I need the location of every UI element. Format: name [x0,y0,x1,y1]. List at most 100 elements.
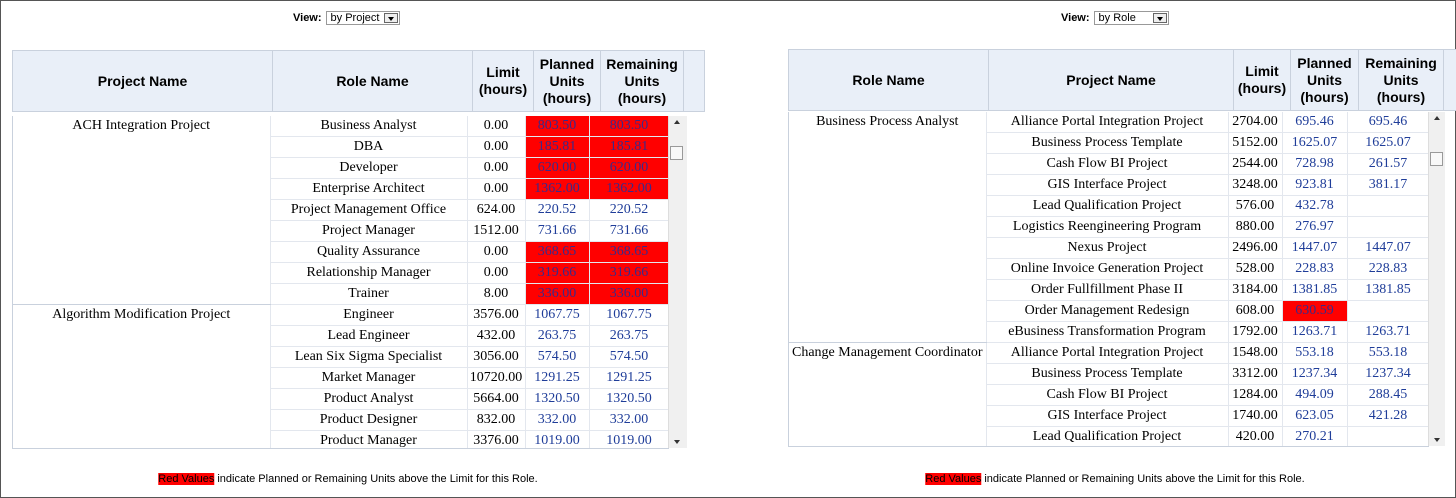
view-option[interactable]: by Role [1098,12,1136,24]
column-header[interactable]: Planned Units (hours) [533,50,601,112]
column-header[interactable]: Limit (hours) [1233,49,1291,111]
planned-units: 220.52 [525,199,590,221]
remaining-units: 319.66 [589,262,669,284]
row-name: Product Manager [270,430,468,448]
data-row: Product Manager 3376.00 1019.00 1019.00 [13,430,669,448]
data-row: Product Analyst 5664.00 1320.50 1320.50 [13,388,669,410]
limit: 420.00 [1228,426,1283,446]
remaining-units: 1291.25 [589,367,669,389]
legend-note: Red Values indicate Planned or Remaining … [158,473,538,485]
data-row: Business Process Analyst Alliance Portal … [789,112,1429,343]
remaining-units: 574.50 [589,346,669,368]
header-row: Project Name Role Name Limit (hours) Planne… [12,50,705,112]
data-row: ACH Integration Project Business Analyst 0… [13,116,669,305]
data-row: Quality Assurance 0.00 368.65 368.65 [13,241,669,263]
data-row: Cash Flow BI Project 2544.00 728.98 261.57 [789,153,1429,175]
planned-units: 803.50 [525,116,590,137]
remaining-units: 1019.00 [589,430,669,448]
limit: 10720.00 [467,367,526,389]
column-header[interactable]: Remaining Units (hours) [1358,49,1444,111]
view-option[interactable]: by Project [330,12,380,24]
planned-units: 1237.34 [1282,363,1348,385]
row-name: eBusiness Transformation Program [986,321,1229,343]
scroll-up[interactable] [1434,113,1440,120]
data-row: Developer 0.00 620.00 620.00 [13,157,669,179]
remaining-units: 368.65 [589,241,669,263]
limit: 1284.00 [1228,384,1283,406]
data-row: Project Manager 1512.00 731.66 731.66 [13,220,669,242]
limit: 0.00 [467,241,526,263]
legend-note: Red Values indicate Planned or Remaining … [925,473,1305,485]
row-name: Logistics Reengineering Program [986,216,1229,238]
remaining-units: 553.18 [1347,342,1429,364]
row-name: Business Analyst [270,116,468,137]
group-name: Change Management Coordinator [789,342,987,446]
limit: 8.00 [467,283,526,305]
planned-units: 494.09 [1282,384,1348,406]
row-name: Cash Flow BI Project [986,384,1229,406]
column-header[interactable]: Role Name [788,49,989,111]
limit: 1740.00 [1228,405,1283,427]
data-row: Product Designer 832.00 332.00 332.00 [13,409,669,431]
view-selector: View: by Role [1061,11,1169,25]
planned-units: 332.00 [525,409,590,431]
limit: 2704.00 [1228,112,1283,133]
remaining-units: 288.45 [1347,384,1429,406]
remaining-units: 228.83 [1347,258,1429,280]
data-row: DBA 0.00 185.81 185.81 [13,136,669,158]
data-row: Market Manager 10720.00 1291.25 1291.25 [13,367,669,389]
row-name: Alliance Portal Integration Project [986,112,1229,133]
limit: 3312.00 [1228,363,1283,385]
data-row: Order Fullfillment Phase II 3184.00 1381.8… [789,279,1429,301]
scrollbar[interactable] [1428,112,1445,446]
scroll-thumb[interactable] [1430,152,1443,166]
row-name: Alliance Portal Integration Project [986,342,1229,364]
row-name: Cash Flow BI Project [986,153,1229,175]
scroll-down[interactable] [1434,438,1440,445]
limit: 576.00 [1228,195,1283,217]
scroll-up[interactable] [674,117,680,124]
scroll-thumb[interactable] [670,146,683,160]
row-name: Enterprise Architect [270,178,468,200]
row-name: Business Process Template [986,132,1229,154]
column-header[interactable]: Limit (hours) [472,50,534,112]
data-table: Business Process Analyst Alliance Portal … [789,112,1429,446]
group-name: Business Process Analyst [789,112,987,343]
data-row: eBusiness Transformation Program 1792.00 1… [789,321,1429,343]
group-name: ACH Integration Project [13,116,271,305]
data-row: Cash Flow BI Project 1284.00 494.09 288.45 [789,384,1429,406]
column-header[interactable]: Project Name [12,50,273,112]
data-table: ACH Integration Project Business Analyst 0… [13,116,669,448]
row-name: Online Invoice Generation Project [986,258,1229,280]
remaining-units: 261.57 [1347,153,1429,175]
dropdown-button[interactable] [1152,13,1167,23]
scrollbar[interactable] [668,116,687,448]
row-name: Market Manager [270,367,468,389]
view-label: View: [1061,12,1090,24]
row-name: Relationship Manager [270,262,468,284]
data-row: Lead Qualification Project 420.00 270.21 [789,426,1429,446]
limit: 2544.00 [1228,153,1283,175]
dropdown-button[interactable] [383,13,398,23]
column-header[interactable]: Planned Units (hours) [1290,49,1359,111]
row-name: Project Management Office [270,199,468,221]
planned-units: 620.00 [525,157,590,179]
remaining-units: 1362.00 [589,178,669,200]
remaining-units: 1067.75 [589,304,669,326]
data-row: Project Management Office 624.00 220.52 220… [13,199,669,221]
row-name: Order Management Redesign [986,300,1229,322]
column-header[interactable]: Project Name [988,49,1234,111]
limit: 528.00 [1228,258,1283,280]
column-header[interactable]: Role Name [272,50,473,112]
column-header[interactable]: Remaining Units (hours) [600,50,684,112]
planned-units: 319.66 [525,262,590,284]
view-dropdown[interactable]: by Role [1093,11,1169,25]
data-row: Online Invoice Generation Project 528.00 2… [789,258,1429,280]
scroll-down[interactable] [674,440,680,447]
limit: 624.00 [467,199,526,221]
planned-units: 1067.75 [525,304,590,326]
note-text: indicate Planned or Remaining Units abov… [217,473,538,485]
row-name: Developer [270,157,468,179]
view-dropdown[interactable]: by Project [325,11,400,25]
